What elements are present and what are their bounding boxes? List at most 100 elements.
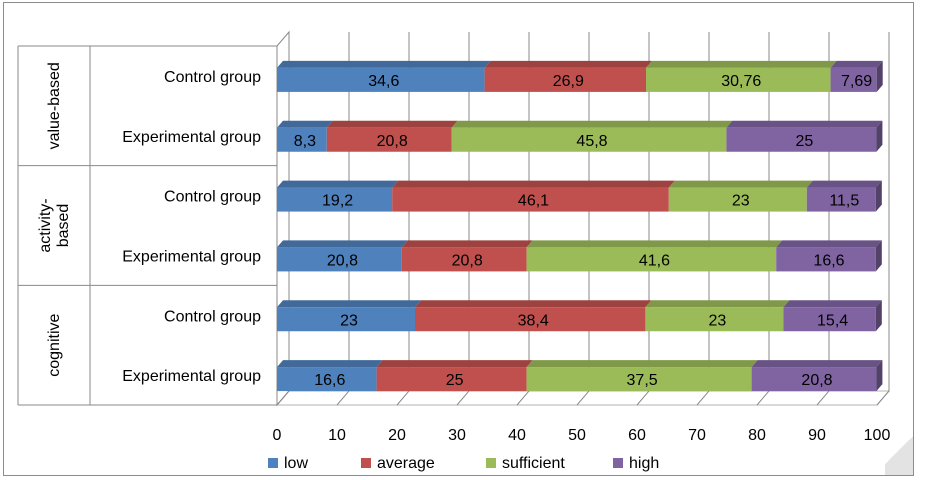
bar-top-face [830,60,883,68]
stacked-bar-chart: value-based Control group Experimental gro… [17,30,891,472]
chart-frame: value-based Control group Experimental gro… [3,2,914,476]
bar-segment-high [830,67,877,92]
data-label: 46,1 [518,193,549,210]
data-label: 37,5 [627,372,658,389]
data-label: 20,8 [377,133,408,150]
x-tick-label: 0 [273,427,282,444]
data-label: 16,6 [813,252,844,269]
bar-top-face [668,180,813,188]
data-label: 30,76 [721,73,761,90]
x-tick-label: 70 [688,427,706,444]
bar-top-face [277,240,408,248]
bar-segment-low [277,247,402,272]
bar-segment-sufficient [451,127,727,152]
x-tick-label: 10 [328,427,346,444]
bar-top-face [277,300,421,308]
data-label: 38,4 [518,312,549,329]
row-label: Experimental group [122,248,261,265]
data-label: 8,3 [294,133,316,150]
bar-end-face [876,360,883,392]
group-label: value-based [46,62,63,149]
bar-segment-average [484,67,646,92]
data-label: 23 [709,312,727,329]
legend-label-average: average [377,455,435,472]
bar-top-face [783,300,882,308]
data-label: 23 [340,312,358,329]
group-label: cognitive [46,313,63,376]
bar-top-face [526,240,783,248]
data-label: 15,4 [817,312,848,329]
page-curl-decoration [885,425,913,475]
bar-segment-average [376,367,527,392]
bar-segment-sufficient [668,187,807,212]
data-label: 20,8 [801,372,832,389]
bar-segment-high [776,247,876,272]
bar-top-face [401,240,533,248]
data-label: 41,6 [639,252,670,269]
bar-end-face [875,180,882,212]
x-tick-label: 80 [748,427,766,444]
bar-top-face [751,360,883,368]
bar-segment-sufficient [526,367,752,392]
bar-top-face [277,120,333,128]
x-tick-label: 100 [864,427,891,444]
data-label: 23 [732,193,750,210]
legend-label-high: high [629,455,659,472]
bar-segment-high [726,127,877,152]
bar-segment-sufficient [645,307,784,332]
legend-swatch-high [613,458,623,468]
data-label: 11,5 [829,193,859,210]
data-label: 45,8 [576,133,607,150]
x-tick-label: 90 [808,427,826,444]
group-label: activity- [37,198,54,252]
bar-segment-high [783,307,876,332]
bar-top-face [776,240,882,248]
bar-end-face [875,240,882,272]
bar-segment-average [415,307,646,332]
bar-top-face [451,120,733,128]
data-label: 7,69 [841,73,872,90]
data-label: 26,9 [553,73,584,90]
bar-top-face [326,120,458,128]
row-label: Control group [164,189,261,206]
row-label: Control group [164,308,261,325]
group-label: based [55,204,72,248]
bar-top-face [277,60,491,68]
bar-end-face [876,60,883,92]
bar-segment-low [277,367,377,392]
data-label: 25 [446,372,464,389]
bar-top-face [646,60,837,68]
bar-segment-average [326,127,452,152]
data-label: 19,2 [322,193,353,210]
bar-end-face [876,120,883,152]
bar-segment-low [277,67,485,92]
data-label: 25 [796,133,814,150]
bar-segment-low [277,127,327,152]
bar-segment-sufficient [526,247,777,272]
data-label: 20,8 [327,252,358,269]
bar-top-face [526,360,758,368]
bar-top-face [415,300,652,308]
data-label: 34,6 [368,73,399,90]
bar-segment-low [277,187,393,212]
x-tick-label: 30 [448,427,466,444]
legend-label-low: low [284,455,308,472]
x-tick-label: 50 [568,427,586,444]
gridline [876,32,890,406]
bar-segment-low [277,307,415,332]
bar-segment-high [751,367,877,392]
data-label: 20,8 [452,252,483,269]
bar-segment-average [392,187,669,212]
bar-segment-average [401,247,527,272]
bar-top-face [806,180,882,188]
x-tick-label: 60 [628,427,646,444]
bar-top-face [484,60,652,68]
bar-segment-sufficient [646,67,831,92]
bar-top-face [392,180,675,188]
x-tick-label: 40 [508,427,526,444]
bar-top-face [277,360,383,368]
row-label: Experimental group [122,129,261,146]
legend-swatch-average [361,458,371,468]
bar-top-face [726,120,883,128]
row-label: Control group [164,69,261,86]
